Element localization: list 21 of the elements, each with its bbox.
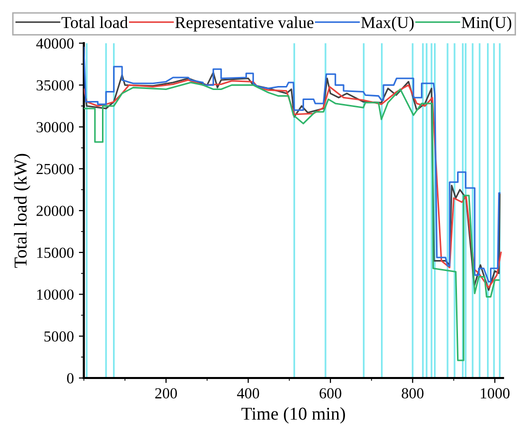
y-tick-label: 25000 (36, 164, 74, 174)
y-tick-label: 30000 (36, 122, 74, 132)
y-tick-label: 20000 (36, 206, 74, 216)
y-tick-label: 10000 (37, 289, 74, 300)
x-tick-label: 600 (320, 388, 342, 398)
legend-label: Max(U) (361, 16, 414, 32)
x-axis-title: Time (10 min) (241, 407, 345, 424)
y-tick-label: 5000 (44, 331, 74, 342)
y-tick-label: 35000 (36, 80, 74, 90)
legend-label: Min(U) (462, 16, 512, 32)
y-tick-label: 15000 (37, 248, 74, 258)
y-axis-title: Total load (kW) (14, 154, 30, 268)
y-tick-label: 0 (67, 373, 74, 384)
legend-label: Total load (62, 16, 128, 28)
x-tick-label: 1000 (480, 388, 510, 398)
line-series (84, 82, 500, 362)
x-tick-label: 800 (402, 388, 424, 398)
legend-label: Representative value (175, 16, 314, 32)
y-tick-label: 40000 (36, 38, 74, 49)
x-tick-label: 200 (155, 388, 177, 398)
x-tick-label: 400 (237, 388, 260, 398)
